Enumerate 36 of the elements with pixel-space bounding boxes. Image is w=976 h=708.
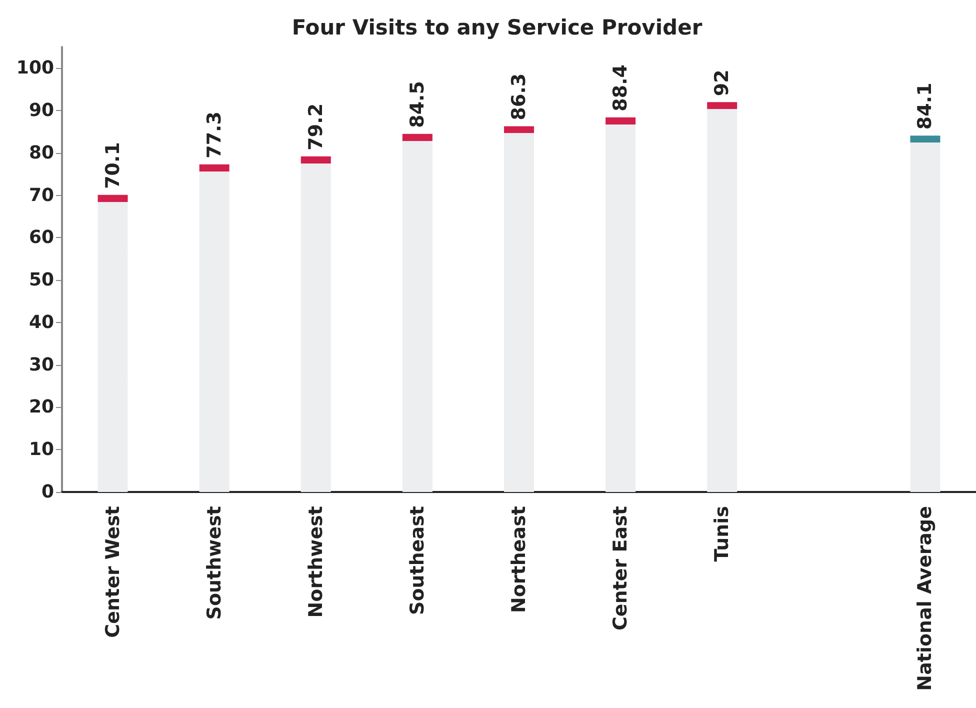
data-label: 86.3 [508, 73, 530, 120]
x-tick-label: Tunis [711, 506, 734, 562]
y-tick-label: 60 [28, 227, 54, 248]
y-tick-label: 30 [28, 354, 54, 376]
y-tick-label: 80 [28, 142, 54, 164]
data-label: 92 [711, 70, 734, 96]
bar [606, 117, 636, 492]
bar [707, 102, 738, 492]
x-tick-label: Northwest [304, 506, 327, 618]
data-label: 70.1 [102, 142, 124, 189]
bar [910, 136, 940, 492]
x-tick-label: National Average [914, 506, 936, 691]
bar [300, 156, 331, 492]
y-tick-label: 0 [41, 482, 54, 502]
x-tick-label: Center West [102, 506, 124, 638]
data-label: 84.1 [914, 82, 936, 130]
y-tick-label: 50 [28, 270, 54, 291]
bar [504, 126, 534, 492]
data-label: 88.4 [610, 64, 632, 112]
bar [98, 194, 128, 492]
chart-title: Four Visits to any Service Provider [292, 16, 703, 40]
bar [402, 134, 432, 492]
x-tick-label: Northeast [508, 506, 530, 614]
y-tick-label: 100 [16, 58, 54, 79]
y-tick-label: 90 [28, 100, 54, 122]
x-tick-label: Southeast [406, 506, 428, 615]
y-tick-label: 40 [28, 312, 54, 333]
x-tick-label: Center East [610, 506, 632, 631]
data-label: 84.5 [406, 80, 428, 128]
y-tick-label: 20 [28, 396, 54, 418]
y-tick-label: 10 [28, 439, 54, 460]
y-tick-label: 70 [28, 184, 54, 206]
x-tick-label: Southwest [203, 506, 226, 620]
data-label: 79.2 [304, 103, 327, 150]
data-label: 77.3 [203, 112, 226, 158]
bar [199, 164, 230, 492]
